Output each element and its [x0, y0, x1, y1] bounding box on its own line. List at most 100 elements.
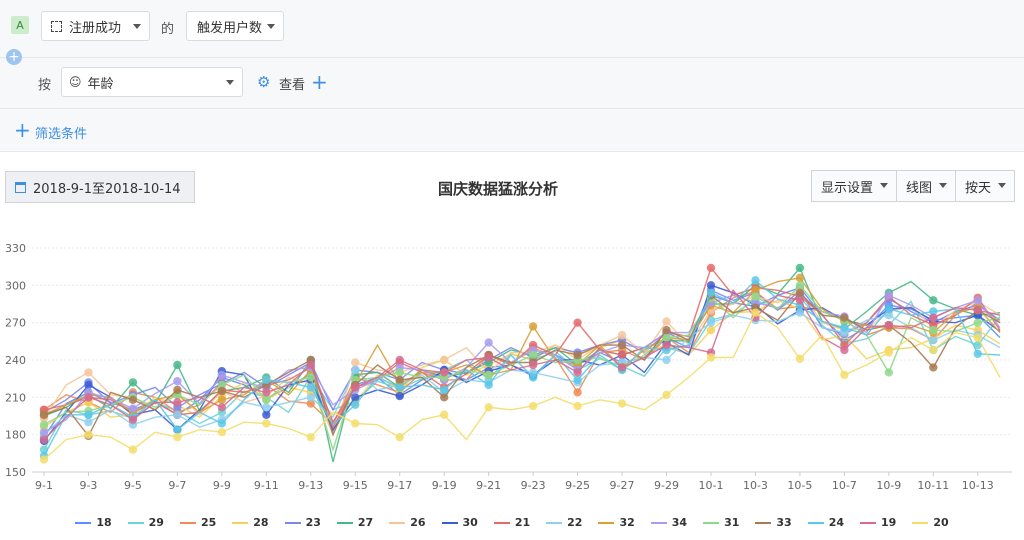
data-point-22[interactable]: [306, 393, 315, 402]
data-point-30[interactable]: [706, 281, 716, 290]
legend-item-28[interactable]: 28: [232, 516, 269, 529]
data-point-19[interactable]: [262, 388, 271, 397]
data-point-31[interactable]: [306, 373, 315, 382]
data-point-34[interactable]: [884, 291, 894, 300]
data-point-20[interactable]: [217, 427, 227, 437]
data-point-20[interactable]: [39, 455, 49, 464]
legend-item-32[interactable]: 32: [598, 516, 635, 529]
legend-item-19[interactable]: 19: [860, 516, 896, 529]
group-by-select[interactable]: ☺ 年龄: [61, 67, 243, 97]
data-point-22[interactable]: [84, 418, 93, 427]
data-point-19[interactable]: [439, 368, 449, 377]
data-point-19[interactable]: [395, 355, 404, 365]
data-point-19[interactable]: [929, 313, 938, 322]
data-point-34[interactable]: [217, 370, 227, 380]
data-point-31[interactable]: [795, 281, 805, 290]
legend-item-18[interactable]: 18: [75, 516, 112, 529]
data-point-19[interactable]: [884, 320, 894, 330]
data-point-27[interactable]: [173, 360, 182, 370]
legend-item-22[interactable]: 22: [546, 516, 582, 529]
data-point-22[interactable]: [351, 365, 360, 375]
data-point-24[interactable]: [439, 385, 449, 395]
data-point-30[interactable]: [351, 393, 360, 402]
data-point-34[interactable]: [973, 296, 982, 305]
data-point-24[interactable]: [173, 425, 182, 434]
data-point-25[interactable]: [573, 388, 582, 397]
data-point-31[interactable]: [973, 318, 982, 327]
data-point-33[interactable]: [662, 325, 671, 335]
data-point-26[interactable]: [439, 355, 449, 365]
add-view-icon[interactable]: +: [311, 70, 328, 94]
data-point-32[interactable]: [795, 273, 805, 283]
data-point-21[interactable]: [617, 350, 627, 360]
data-point-19[interactable]: [173, 398, 182, 407]
metric-select[interactable]: 触发用户数: [186, 11, 284, 41]
view-label[interactable]: 查看: [279, 78, 306, 93]
data-point-19[interactable]: [528, 360, 538, 370]
legend-item-29[interactable]: 29: [127, 516, 164, 529]
data-point-24[interactable]: [573, 375, 582, 385]
data-point-20[interactable]: [351, 419, 360, 428]
data-point-31[interactable]: [929, 325, 938, 335]
gear-icon[interactable]: ⚙: [257, 73, 271, 91]
data-point-24[interactable]: [84, 410, 93, 419]
data-point-19[interactable]: [573, 368, 582, 377]
data-point-28[interactable]: [706, 325, 716, 335]
data-point-30[interactable]: [84, 380, 93, 390]
data-point-30[interactable]: [395, 391, 404, 401]
data-point-29[interactable]: [973, 340, 982, 350]
legend-item-25[interactable]: 25: [179, 516, 216, 529]
data-point-27[interactable]: [795, 263, 805, 273]
data-point-19[interactable]: [840, 345, 849, 355]
data-point-24[interactable]: [484, 380, 493, 390]
data-point-20[interactable]: [528, 401, 538, 411]
data-point-31[interactable]: [528, 350, 538, 360]
data-point-30[interactable]: [262, 410, 271, 419]
data-point-20[interactable]: [662, 390, 671, 400]
data-point-33[interactable]: [795, 288, 805, 297]
add-filter-button[interactable]: 筛选条件: [35, 127, 88, 142]
display-settings-dropdown[interactable]: 显示设置: [811, 170, 897, 202]
data-point-20[interactable]: [262, 419, 271, 428]
data-point-20[interactable]: [306, 432, 315, 442]
data-point-19[interactable]: [39, 435, 49, 444]
data-point-22[interactable]: [884, 311, 894, 320]
data-point-19[interactable]: [84, 393, 93, 402]
data-point-21[interactable]: [706, 263, 716, 273]
data-point-19[interactable]: [795, 296, 805, 305]
data-point-20[interactable]: [395, 432, 404, 442]
data-point-31[interactable]: [395, 368, 404, 377]
data-point-20[interactable]: [439, 410, 449, 419]
data-point-33[interactable]: [573, 350, 582, 360]
legend-item-26[interactable]: 26: [389, 516, 426, 529]
data-point-24[interactable]: [395, 383, 404, 392]
data-point-19[interactable]: [306, 360, 315, 370]
data-point-33[interactable]: [395, 375, 404, 385]
data-point-34[interactable]: [128, 404, 138, 413]
data-point-22[interactable]: [662, 355, 671, 365]
data-point-22[interactable]: [795, 308, 805, 317]
data-point-31[interactable]: [262, 395, 271, 405]
add-filter-icon[interactable]: +: [14, 118, 31, 142]
data-point-34[interactable]: [173, 376, 182, 386]
legend-item-24[interactable]: 24: [807, 516, 844, 529]
data-point-24[interactable]: [528, 373, 538, 382]
data-point-19[interactable]: [662, 340, 671, 350]
data-point-25[interactable]: [306, 399, 315, 408]
data-point-20[interactable]: [706, 353, 716, 362]
data-point-24[interactable]: [884, 304, 894, 314]
data-point-33[interactable]: [128, 395, 138, 405]
data-point-19[interactable]: [617, 363, 627, 372]
data-point-32[interactable]: [217, 395, 227, 405]
legend-item-23[interactable]: 23: [284, 516, 321, 529]
data-point-19[interactable]: [351, 383, 360, 392]
add-event-icon[interactable]: +: [6, 49, 22, 65]
data-point-20[interactable]: [884, 348, 894, 357]
data-point-19[interactable]: [973, 306, 982, 315]
data-point-24[interactable]: [973, 349, 982, 358]
data-point-32[interactable]: [528, 322, 538, 331]
data-point-22[interactable]: [262, 403, 271, 412]
data-point-24[interactable]: [217, 419, 227, 428]
data-point-20[interactable]: [929, 345, 938, 355]
data-point-24[interactable]: [351, 400, 360, 409]
